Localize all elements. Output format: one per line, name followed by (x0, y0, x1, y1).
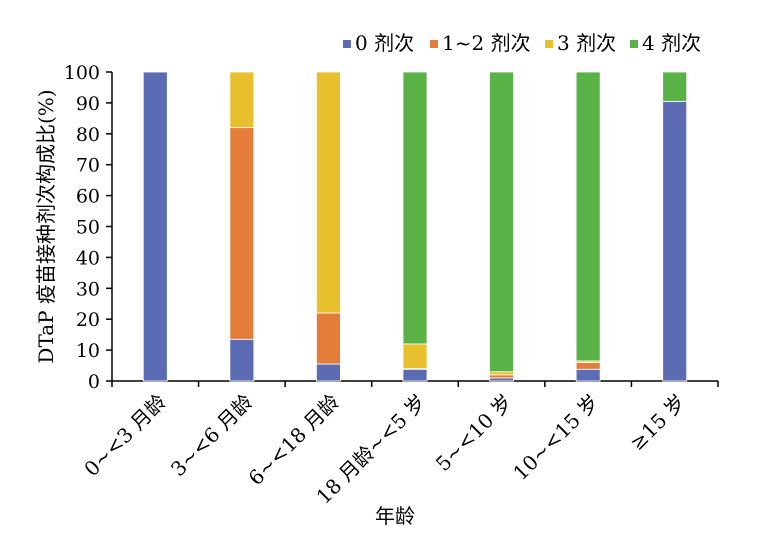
x-category-label: 5~<10 岁 (431, 390, 517, 476)
legend-swatch (545, 40, 553, 48)
bar-segment (489, 377, 514, 382)
bar-segment (489, 71, 514, 373)
legend-item: 3 剂次 (545, 31, 616, 55)
bar-segment (575, 368, 601, 382)
y-tick-label: 80 (76, 124, 100, 146)
bar-segment (575, 71, 601, 362)
x-category-label: 3~<6 月龄 (166, 390, 257, 481)
x-category-label: 0~<3 月龄 (79, 390, 170, 481)
legend-label: 1~2 剂次 (442, 31, 531, 55)
bar-segment (489, 374, 514, 379)
legend-label: 0 剂次 (355, 31, 414, 55)
bar-segment (575, 362, 601, 370)
bar-segment (662, 100, 688, 382)
bar-segment (316, 71, 341, 314)
y-tick-label: 30 (76, 278, 100, 300)
legend-item: 1~2 剂次 (430, 31, 531, 55)
bar-segment (662, 71, 688, 102)
bar-segment (489, 371, 514, 376)
bars (142, 71, 688, 382)
legend-swatch (430, 40, 438, 48)
y-tick-label: 0 (88, 371, 100, 393)
legend-label: 3 剂次 (557, 31, 616, 55)
bar-segment (229, 127, 255, 340)
legend-label: 4 剂次 (642, 31, 701, 55)
legend-item: 0 剂次 (343, 31, 414, 55)
y-axis: 0 10 20 30 40 50 60 70 80 90 100 (64, 62, 113, 393)
y-axis-title: DTaP 疫苗接种剂次构成比(%) (34, 89, 58, 363)
legend-item: 4 剂次 (630, 31, 701, 55)
y-tick-label: 70 (76, 155, 100, 177)
bar-segment (229, 338, 255, 382)
legend: 0 剂次 1~2 剂次 3 剂次 4 剂次 (343, 31, 701, 55)
x-axis (111, 380, 719, 387)
bar-segment (402, 343, 428, 370)
y-tick-label: 20 (76, 309, 100, 331)
x-category-label: ≥15 岁 (625, 390, 690, 455)
legend-swatch (343, 40, 351, 48)
x-category-label: 10~<15 岁 (508, 390, 603, 485)
bar-segment (402, 368, 428, 382)
x-axis-title: 年龄 (375, 504, 415, 528)
y-tick-label: 10 (76, 340, 100, 362)
bar-segment (316, 312, 341, 365)
y-tick-label: 90 (76, 93, 100, 115)
y-tick-label: 50 (76, 217, 100, 239)
legend-swatch (630, 40, 638, 48)
y-tick-label: 60 (76, 186, 100, 208)
bar-segment (229, 71, 255, 129)
bar-segment (142, 71, 168, 382)
y-tick-label: 40 (76, 247, 100, 269)
bar-segment (402, 71, 428, 345)
y-tick-label: 100 (64, 62, 100, 84)
bar-segment (316, 363, 341, 382)
